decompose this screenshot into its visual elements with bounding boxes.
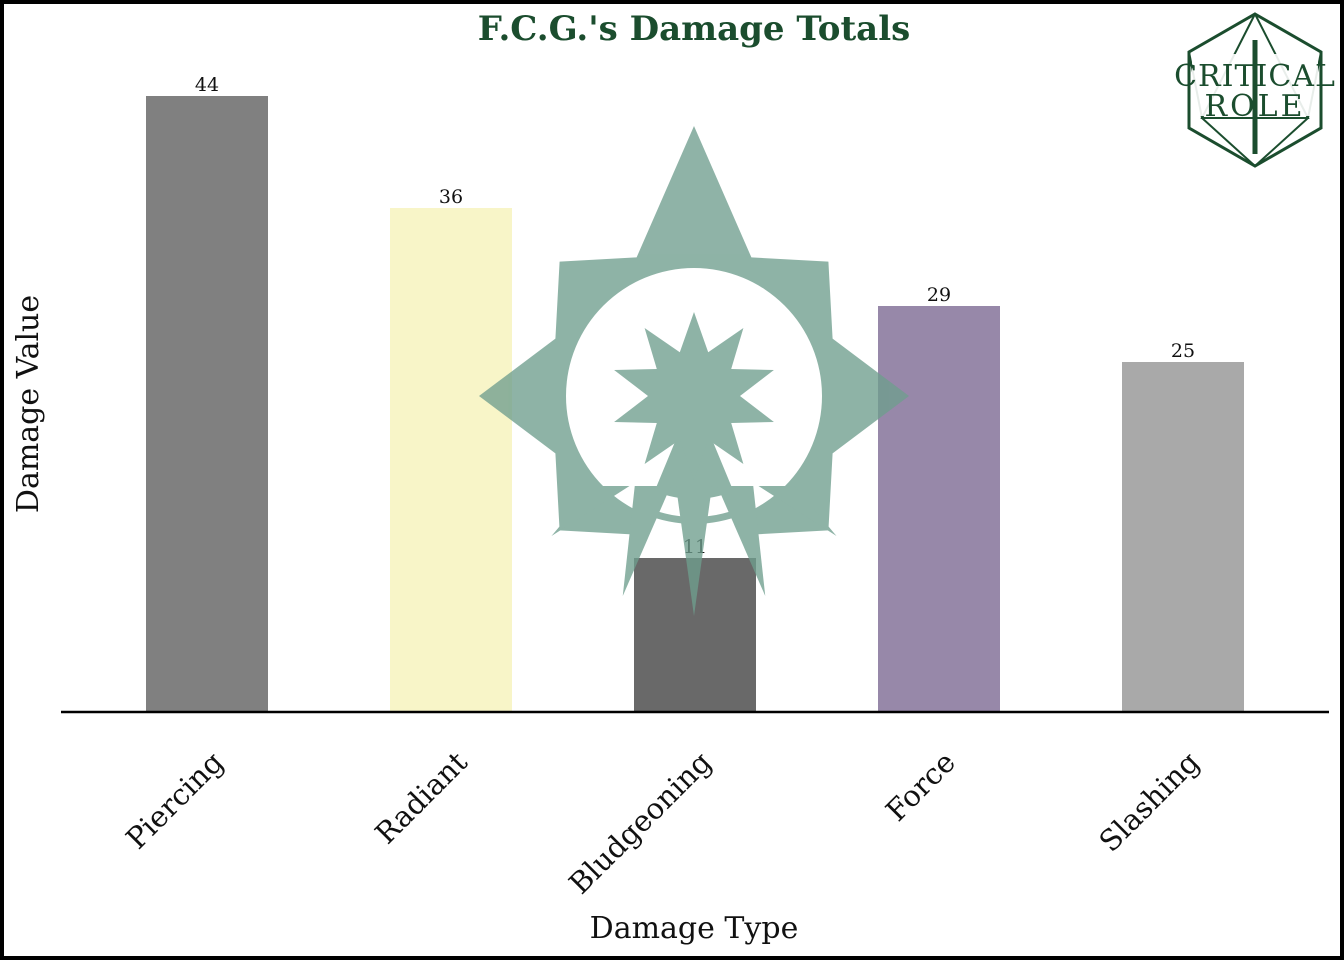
svg-text:CRITICAL: CRITICAL [1174,59,1336,94]
y-axis-title: Damage Value [11,295,46,513]
x-tick-labels-group: Piercing Radiant Bludgeoning Force Slashing [119,745,1206,901]
bar-force [878,306,1000,712]
bar-piercing [146,96,268,712]
x-tick-label-slashing: Slashing [1092,745,1206,859]
x-tick-label-force: Force [879,745,962,828]
critical-role-logo: CRITICAL ROLE [1174,12,1336,168]
radiant-sunburst-icon [479,126,909,616]
bar-slashing [1122,362,1244,712]
bar-radiant [390,208,512,712]
value-label-slashing: 25 [1171,340,1195,362]
value-label-radiant: 36 [439,186,463,208]
x-tick-label-piercing: Piercing [119,745,230,856]
chart-title: F.C.G.'s Damage Totals [478,9,911,49]
bars-group [146,96,1244,712]
value-labels-group: 4436112925 [195,74,1195,558]
value-label-force: 29 [927,284,951,306]
damage-bar-chart: 4436112925 PiercingRadiantBludgeoningFor… [11,9,1336,946]
svg-text:ROLE: ROLE [1204,89,1305,124]
x-axis-title: Damage Type [590,911,799,946]
value-label-piercing: 44 [195,74,219,96]
x-tick-label-radiant: Radiant [368,745,474,851]
x-tick-label-bludgeoning: Bludgeoning [562,745,718,901]
